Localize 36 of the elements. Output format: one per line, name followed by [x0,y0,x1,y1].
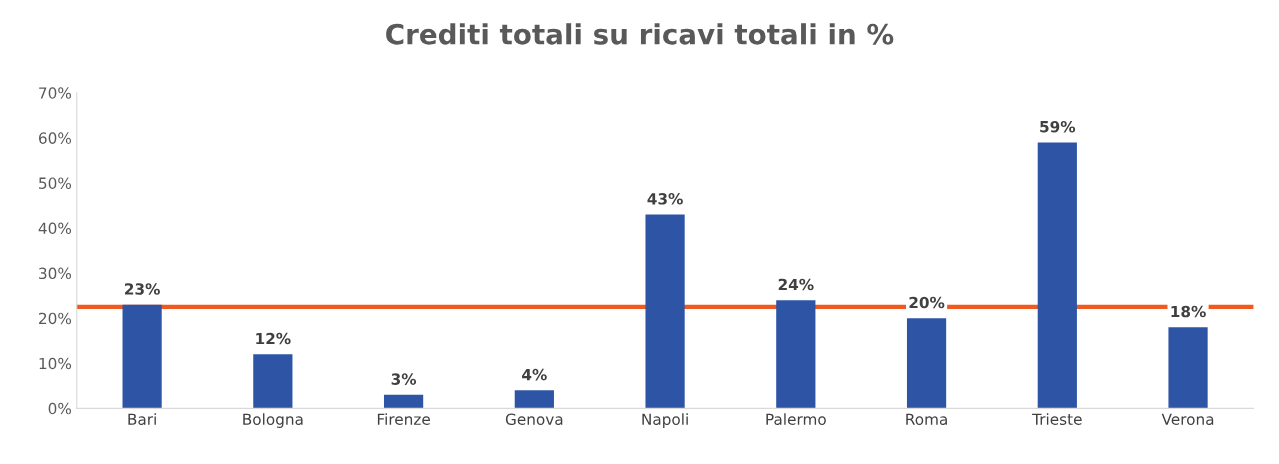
y-tick-label: 10% [39,357,72,370]
data-label: 3% [391,373,417,385]
data-label: 20% [909,296,945,309]
x-tick-label: Roma [906,413,947,426]
x-tick-label: Napoli [642,413,688,428]
data-label: 59% [1040,120,1076,133]
bar [253,354,293,409]
chart-title: Crediti totali su ricavi totali in % [386,23,894,45]
y-tick-label: 70% [39,87,72,99]
y-tick-label: 0% [48,402,72,415]
y-tick-label: 40% [38,222,72,235]
data-label: 43% [647,193,683,205]
bar [122,304,162,409]
bar [645,214,685,409]
y-tick-label: 60% [38,132,72,144]
data-label: 18% [1171,305,1206,318]
bar [906,318,947,409]
x-tick-label: Bologna [243,413,303,428]
bar [776,300,816,409]
x-tick-label: Genova [505,413,563,426]
x-tick-label: Firenze [377,413,430,426]
x-tick-label: Bari [128,413,156,426]
x-tick-label: Verona [1161,413,1214,426]
data-label: 23% [125,283,160,295]
bar [1168,327,1208,409]
bar [383,394,424,409]
y-tick-label: 20% [39,312,72,325]
data-label: 12% [256,332,291,345]
y-tick-label: 50% [39,177,72,189]
x-tick-label: Trieste [1032,413,1082,426]
data-label: 24% [778,278,814,291]
y-tick-label: 30% [39,267,72,280]
data-label: 4% [522,368,547,381]
x-tick-label: Palermo [766,413,826,426]
bar [1037,142,1077,409]
bar [514,390,554,409]
